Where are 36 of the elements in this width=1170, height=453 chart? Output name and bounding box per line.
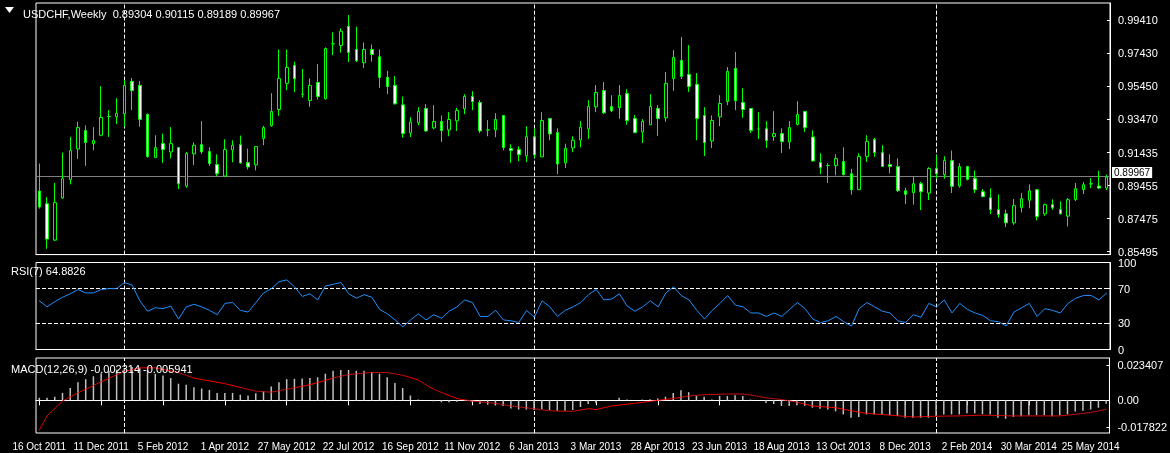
x-tick-label: 8 Dec 2013 bbox=[879, 440, 932, 452]
x-tick-label: 25 May 2014 bbox=[1061, 440, 1121, 452]
y-tick-label: 30 bbox=[1118, 317, 1131, 330]
x-tick-label: 23 Jun 2013 bbox=[692, 440, 748, 452]
x-tick-label: 6 Jan 2013 bbox=[509, 440, 560, 452]
y-tick-label: 0.85495 bbox=[1118, 245, 1158, 258]
y-tick-label: 0.00 bbox=[1117, 394, 1139, 407]
y-tick-label: 70 bbox=[1118, 282, 1131, 295]
ref-line-label: 0.89967 bbox=[1114, 167, 1151, 179]
x-tick-label: 1 Apr 2012 bbox=[200, 440, 250, 452]
chart-title: RSI(7) 64.8826 bbox=[11, 264, 86, 277]
y-tick-label: 100 bbox=[1118, 256, 1137, 269]
y-tick-label: 0 bbox=[1118, 343, 1125, 356]
x-tick-label: 3 Mar 2013 bbox=[570, 440, 622, 452]
x-tick-label: 22 Jul 2012 bbox=[322, 440, 375, 452]
x-tick-label: 16 Oct 2011 bbox=[12, 440, 67, 452]
x-tick-label: 18 Aug 2013 bbox=[753, 440, 810, 452]
chart-title: USDCHF,Weekly 0.89304 0.90115 0.89189 0.89967 bbox=[23, 7, 281, 20]
x-tick-label: 28 Apr 2013 bbox=[630, 440, 686, 452]
y-tick-label: 0.89455 bbox=[1118, 179, 1158, 192]
x-tick-label: 13 Oct 2013 bbox=[816, 440, 871, 452]
x-tick-label: 16 Sep 2012 bbox=[382, 440, 440, 452]
x-tick-label: 27 May 2012 bbox=[257, 440, 317, 452]
x-tick-label: 30 Mar 2014 bbox=[1000, 440, 1058, 452]
y-tick-label: 0.023407 bbox=[1117, 358, 1164, 371]
x-tick-label: 5 Feb 2012 bbox=[137, 440, 189, 452]
y-tick-label: 0.99410 bbox=[1118, 13, 1158, 26]
y-tick-label: 0.91435 bbox=[1118, 146, 1158, 159]
x-tick-label: 2 Feb 2014 bbox=[941, 440, 993, 452]
y-tick-label: 0.93470 bbox=[1118, 112, 1158, 125]
x-tick-label: 11 Nov 2012 bbox=[444, 440, 501, 452]
y-tick-label: 0.87475 bbox=[1118, 212, 1158, 225]
y-tick-label: 0.97430 bbox=[1118, 46, 1158, 59]
y-tick-label: 0.95450 bbox=[1118, 79, 1158, 92]
y-tick-label: -0.017822 bbox=[1117, 421, 1167, 434]
x-tick-label: 11 Dec 2011 bbox=[73, 440, 130, 452]
